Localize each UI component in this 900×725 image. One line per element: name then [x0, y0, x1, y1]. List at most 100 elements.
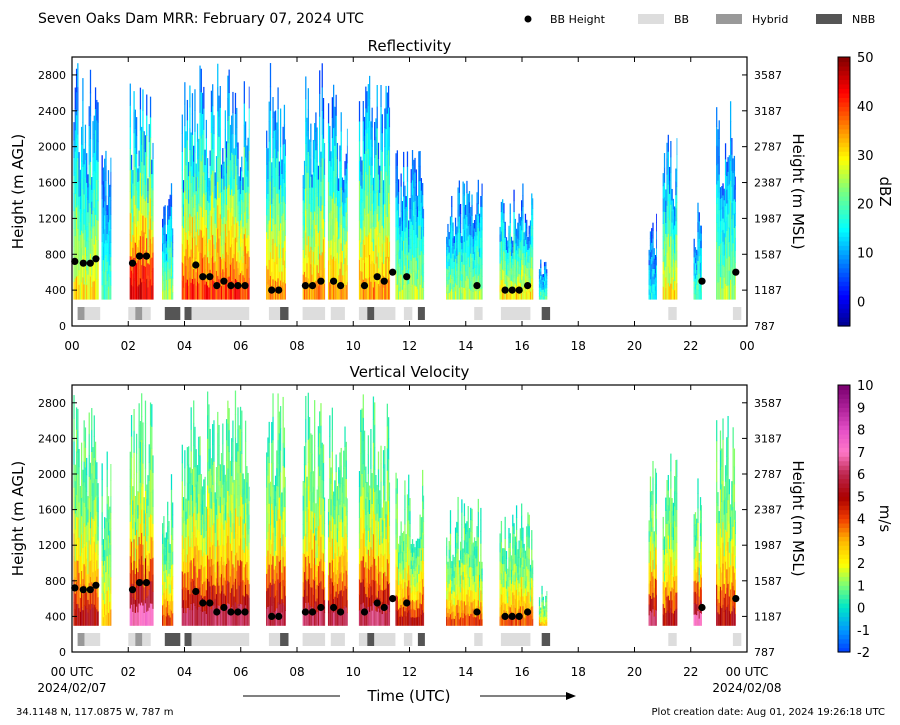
echo-cell	[322, 98, 325, 119]
echo-cell	[163, 289, 165, 300]
echo-cell	[279, 146, 282, 167]
echo-cell	[358, 279, 361, 300]
echo-cell	[241, 517, 243, 540]
echo-cell	[164, 572, 166, 582]
echo-cell	[360, 431, 362, 454]
echo-cell	[83, 178, 85, 195]
echo-cell	[132, 541, 134, 557]
colorbar-band	[838, 83, 850, 89]
echo-cell	[672, 198, 675, 210]
echo-cell	[463, 183, 466, 196]
echo-cell	[247, 518, 249, 535]
echo-cell	[721, 242, 723, 255]
echo-cell	[418, 269, 420, 285]
echo-cell	[461, 255, 463, 262]
echo-cell	[130, 284, 133, 300]
echo-cell	[281, 558, 283, 573]
echo-cell	[181, 462, 183, 482]
echo-cell	[105, 603, 107, 616]
echo-cell	[341, 595, 344, 611]
echo-cell	[671, 188, 673, 201]
echo-cell	[168, 594, 170, 605]
echo-cell	[237, 189, 239, 206]
echo-cell	[229, 142, 232, 161]
y-tick-label-right: 1587	[754, 248, 782, 261]
figure-title: Seven Oaks Dam MRR: February 07, 2024 UT…	[38, 11, 364, 27]
echo-cell	[247, 610, 249, 626]
colorbar-tick-label: 30	[857, 149, 874, 164]
echo-cell	[452, 283, 454, 292]
echo-cell	[181, 262, 183, 282]
echo-cell	[336, 486, 339, 501]
echo-cell	[370, 156, 372, 176]
echo-cell	[193, 237, 195, 254]
echo-cell	[735, 188, 736, 202]
echo-cell	[312, 235, 315, 252]
echo-cell	[334, 260, 336, 281]
echo-cell	[662, 261, 664, 275]
echo-cell	[149, 157, 152, 179]
echo-cell	[239, 428, 242, 452]
echo-cell	[110, 200, 112, 215]
colorbar-band	[838, 124, 850, 130]
echo-cell	[662, 223, 664, 237]
echo-cell	[214, 585, 216, 600]
echo-cell	[104, 242, 106, 258]
echo-cell	[236, 497, 238, 517]
echo-cell	[244, 420, 247, 442]
echo-cell	[196, 158, 199, 177]
echo-cell	[317, 585, 320, 606]
echo-cell	[510, 249, 513, 256]
echo-cell	[346, 511, 348, 525]
echo-cell	[269, 204, 272, 229]
echo-cell	[333, 571, 335, 586]
echo-cell	[233, 581, 235, 597]
echo-cell	[694, 283, 697, 290]
echo-cell	[209, 428, 211, 450]
echo-cell	[223, 561, 225, 578]
echo-cell	[468, 234, 471, 246]
echo-cell	[151, 558, 153, 582]
echo-cell	[97, 582, 99, 598]
echo-cell	[248, 235, 250, 258]
echo-cell	[215, 198, 218, 214]
echo-cell	[144, 266, 147, 284]
echo-cell	[502, 229, 504, 240]
echo-cell	[75, 183, 78, 208]
echo-cell	[218, 197, 220, 219]
echo-cell	[110, 576, 112, 594]
echo-cell	[184, 255, 186, 278]
echo-cell	[198, 512, 200, 532]
echo-cell	[209, 507, 211, 528]
echo-cell	[94, 193, 97, 215]
echo-cell	[195, 502, 197, 521]
echo-cell	[656, 239, 657, 249]
echo-cell	[330, 254, 332, 271]
echo-cell	[204, 164, 206, 181]
echo-cell	[213, 563, 215, 585]
echo-cell	[320, 514, 322, 537]
echo-cell	[217, 433, 219, 456]
echo-cell	[322, 480, 325, 500]
echo-cell	[234, 175, 237, 197]
echo-cell	[361, 285, 363, 300]
echo-cell	[542, 286, 544, 290]
echo-cell	[698, 290, 700, 300]
echo-cell	[165, 286, 168, 294]
echo-cell	[462, 275, 464, 288]
echo-cell	[212, 170, 214, 193]
echo-cell	[227, 580, 229, 604]
echo-cell	[91, 429, 93, 452]
echo-cell	[162, 604, 164, 616]
echo-cell	[248, 256, 250, 279]
echo-cell	[321, 204, 323, 229]
echo-cell	[670, 283, 672, 300]
echo-column	[266, 63, 286, 300]
colorbar-band	[838, 321, 850, 327]
echo-cell	[316, 161, 318, 180]
echo-cell	[372, 202, 375, 215]
echo-cell	[513, 189, 515, 202]
echo-cell	[283, 605, 286, 626]
echo-cell	[546, 290, 548, 294]
